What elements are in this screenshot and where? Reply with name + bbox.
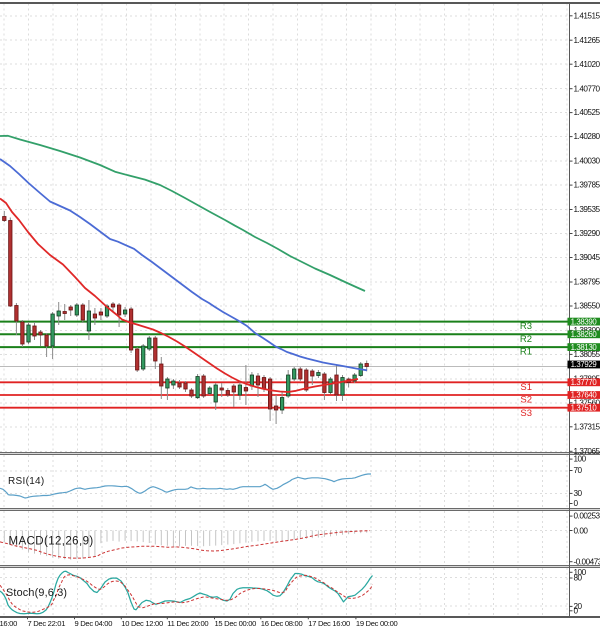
svg-text:1.40030: 1.40030 [574,157,600,166]
svg-text:R3: R3 [520,321,532,332]
svg-text:-0.004738: -0.004738 [574,557,600,566]
svg-text:Stoch(9,6,3): Stoch(9,6,3) [6,587,67,599]
svg-text:1.37640: 1.37640 [571,391,598,400]
svg-text:1.40280: 1.40280 [574,132,600,141]
svg-text:100: 100 [574,568,587,577]
svg-text:1.40525: 1.40525 [574,108,600,117]
svg-text:1.38795: 1.38795 [574,278,600,287]
svg-text:R1: R1 [520,347,532,358]
svg-text:1.39045: 1.39045 [574,253,600,262]
svg-text:7 Dec 22:01: 7 Dec 22:01 [28,619,66,628]
svg-text:1.41515: 1.41515 [574,11,600,20]
svg-text:10 Dec 12:00: 10 Dec 12:00 [121,619,163,628]
svg-text:100: 100 [574,455,587,464]
svg-text:1.37315: 1.37315 [574,422,600,431]
svg-text:11 Dec 20:00: 11 Dec 20:00 [167,619,208,628]
svg-text:1.39290: 1.39290 [574,229,600,238]
svg-text:S1: S1 [520,382,532,393]
svg-text:1.37770: 1.37770 [571,378,598,387]
svg-text:19 Dec 00:00: 19 Dec 00:00 [356,619,398,628]
svg-text:1.41265: 1.41265 [574,36,600,45]
svg-text:20: 20 [574,602,583,611]
svg-text:MACD(12,26,9): MACD(12,26,9) [9,536,94,548]
svg-text:1.38390: 1.38390 [571,317,598,326]
svg-text:80: 80 [574,574,583,583]
svg-text:17 Dec 16:00: 17 Dec 16:00 [308,619,350,628]
svg-text:1.38260: 1.38260 [571,330,598,339]
svg-text:0: 0 [574,606,579,615]
svg-text:30: 30 [574,489,583,498]
svg-text:16:00: 16:00 [0,619,17,628]
svg-text:1.39785: 1.39785 [574,181,600,190]
svg-text:RSI(14): RSI(14) [8,476,45,487]
svg-text:1.37510: 1.37510 [571,403,598,412]
svg-text:9 Dec 04:00: 9 Dec 04:00 [75,619,113,628]
svg-text:1.41020: 1.41020 [574,60,600,69]
svg-text:1.37560: 1.37560 [574,398,600,407]
svg-text:0.00: 0.00 [574,527,589,536]
svg-text:1.37929: 1.37929 [571,360,597,369]
svg-text:R2: R2 [520,334,532,345]
svg-text:16 Dec 08:00: 16 Dec 08:00 [261,619,303,628]
svg-text:1.39535: 1.39535 [574,205,600,214]
svg-text:1.38130: 1.38130 [571,343,598,352]
svg-text:1.40770: 1.40770 [574,84,600,93]
svg-text:1.38550: 1.38550 [574,302,600,311]
svg-text:15 Dec 00:00: 15 Dec 00:00 [215,619,257,628]
svg-text:70: 70 [574,466,583,475]
svg-text:0.002536: 0.002536 [574,512,600,521]
svg-text:S3: S3 [520,408,532,419]
svg-text:S2: S2 [520,395,532,406]
svg-text:0: 0 [574,499,579,508]
svg-text:1.37065: 1.37065 [574,447,600,456]
svg-text:1.38055: 1.38055 [574,350,600,359]
